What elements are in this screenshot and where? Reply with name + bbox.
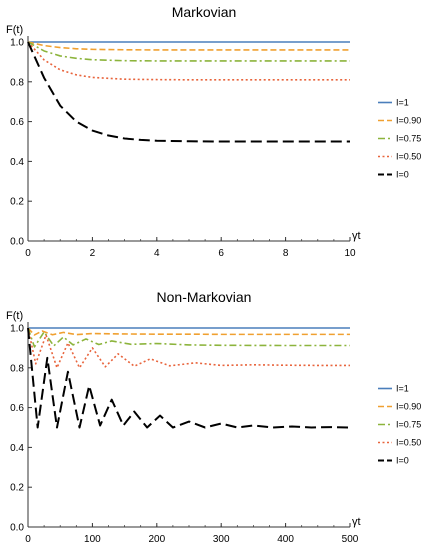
legend-label: I=0.50 <box>396 152 421 162</box>
series-line-I=0 <box>27 327 351 429</box>
legend-label: I=0.50 <box>396 438 421 448</box>
y-tick-label: 0.4 <box>10 443 24 454</box>
y-tick-label: 0.8 <box>10 363 24 374</box>
y-axis-label: F(t) <box>6 24 23 36</box>
y-tick-label: 0.4 <box>10 157 24 168</box>
x-tick-label: 2 <box>90 248 96 259</box>
y-tick-label: 0.2 <box>10 483 24 494</box>
chart-title: Non-Markovian <box>157 289 252 305</box>
x-tick-label: 8 <box>283 248 289 259</box>
series-line-I=0.90 <box>27 327 350 336</box>
x-tick-label: 0 <box>25 534 31 545</box>
x-axis-label: γt <box>352 516 361 528</box>
series-line-I=0.90 <box>27 41 350 51</box>
x-tick-label: 200 <box>148 534 165 545</box>
x-tick-label: 4 <box>154 248 160 259</box>
series-line-I=0 <box>27 41 350 143</box>
legend-label: I=0 <box>396 456 409 466</box>
y-tick-label: 0.2 <box>10 197 24 208</box>
legend-label: I=0.90 <box>396 116 421 126</box>
x-tick-label: 6 <box>218 248 224 259</box>
x-tick-label: 300 <box>213 534 230 545</box>
legend-label: I=0.90 <box>396 402 421 412</box>
x-tick-label: 0 <box>25 248 31 259</box>
y-tick-label: 0.8 <box>10 77 24 88</box>
non-markovian-chart: Non-Markovian 0.0 0.2 0.4 0.6 0.8 1.0 0 100 200 30… <box>6 289 421 545</box>
markovian-chart: Markovian 0.0 0.2 0.4 0.6 0.8 1.0 0 2 4 6 8 10 F(t) γt… <box>6 4 421 259</box>
y-tick-label: 1.0 <box>10 38 24 49</box>
legend-label: I=0 <box>396 170 409 180</box>
series-line-I=0.50 <box>27 41 350 81</box>
legend-label: I=1 <box>396 384 409 394</box>
x-tick-label: 500 <box>342 534 359 545</box>
y-tick-label: 1.0 <box>10 324 24 335</box>
x-tick-label: 10 <box>344 248 356 259</box>
y-tick-label: 0.0 <box>10 523 24 534</box>
y-tick-label: 0.6 <box>10 117 24 128</box>
series-line-I=0.75 <box>27 327 350 348</box>
x-axis-label: γt <box>352 230 361 242</box>
x-tick-label: 400 <box>277 534 294 545</box>
series-line-I=0.50 <box>27 327 350 369</box>
series-line-I=0.75 <box>27 41 350 62</box>
x-tick-label: 100 <box>84 534 101 545</box>
y-tick-label: 0.0 <box>10 237 24 248</box>
legend-label: I=0.75 <box>396 420 421 430</box>
legend-label: I=1 <box>396 98 409 108</box>
legend-label: I=0.75 <box>396 134 421 144</box>
chart-title: Markovian <box>172 4 237 20</box>
y-tick-label: 0.6 <box>10 403 24 414</box>
y-axis-label: F(t) <box>6 310 23 322</box>
